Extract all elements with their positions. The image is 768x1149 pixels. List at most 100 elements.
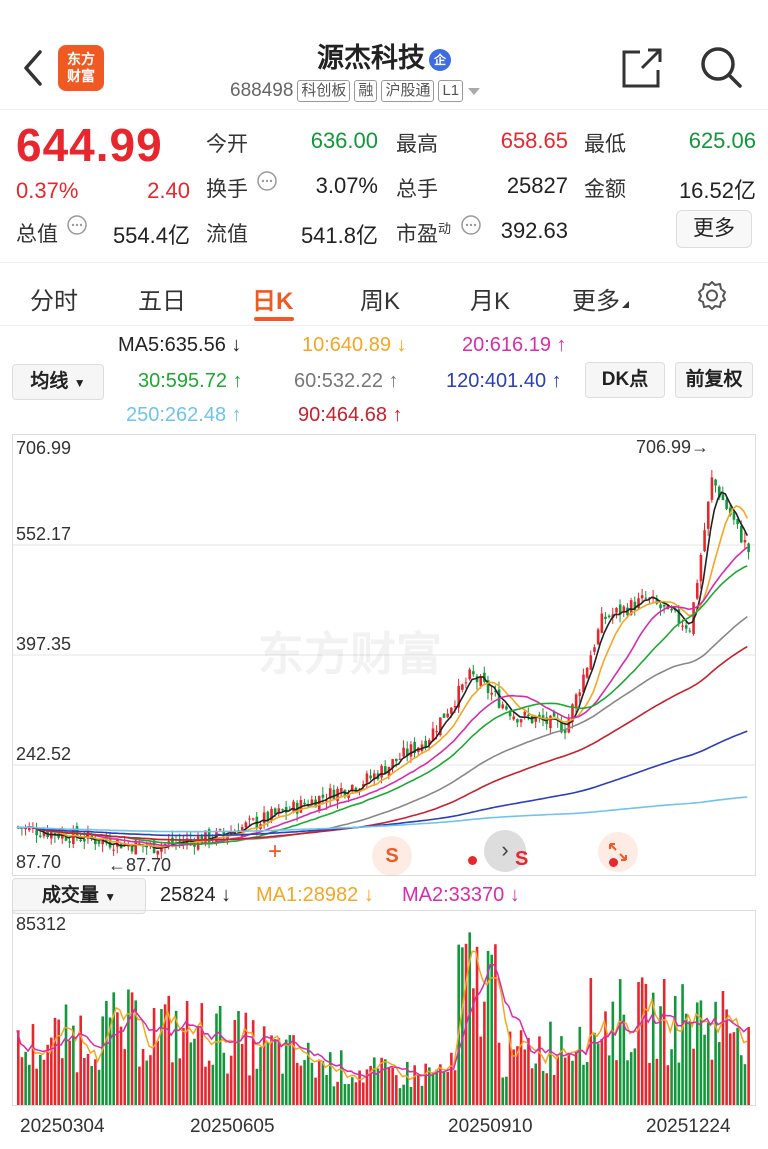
volume-bar (398, 1088, 402, 1105)
candle-body (684, 625, 688, 629)
candle-body (571, 704, 574, 723)
sell-signal-icon-2[interactable]: S (515, 848, 529, 870)
tab-five-day[interactable]: 五日 (138, 288, 186, 315)
volume-bar (160, 1009, 163, 1105)
volume-bar (505, 1076, 508, 1105)
ma-line (16, 565, 748, 846)
candle-body (464, 682, 468, 684)
dropdown-icon: ▼ (73, 376, 86, 390)
volume-bar (108, 1017, 112, 1105)
stock-subtitle[interactable]: 688498 科创板 融 沪股通 L1 (230, 80, 481, 102)
tab-weekly-k[interactable]: 周K (360, 288, 401, 315)
period-tabs: 分时 五日 日K 周K 月K 更多 (0, 262, 768, 326)
dk-point-button[interactable]: DK点 (585, 362, 665, 398)
volume-bar (406, 1061, 409, 1105)
volume-bar (728, 1033, 732, 1105)
share-icon[interactable] (620, 46, 664, 90)
volume-bar (472, 988, 475, 1105)
candle-body (435, 731, 438, 733)
tab-monthly-k[interactable]: 月K (470, 288, 511, 315)
search-icon[interactable] (698, 44, 744, 90)
candle-body (688, 630, 692, 632)
candle-body (321, 794, 325, 798)
candle-body (369, 775, 372, 779)
volume-bar (666, 1065, 670, 1105)
pe-label-text: 市盈 (396, 223, 438, 246)
volume-bar (178, 1058, 182, 1105)
plus-signal-icon[interactable]: + (268, 838, 283, 865)
high-label: 最高 (396, 133, 438, 156)
volume-bar (549, 1021, 552, 1105)
candle-body (736, 518, 739, 524)
watermark: 东方财富 (258, 628, 442, 680)
volume-value-text: 25824 (160, 884, 216, 906)
candle-body (171, 837, 174, 844)
volume-bar (655, 1058, 659, 1105)
info-icon[interactable] (460, 214, 482, 236)
candle-body (670, 608, 673, 611)
candle-body (196, 836, 200, 850)
dropdown-triangle-icon[interactable] (467, 86, 481, 96)
info-icon[interactable] (256, 170, 278, 192)
volume-bar (17, 1030, 20, 1105)
volume-bar (629, 1052, 633, 1105)
volume-bar (717, 1042, 721, 1105)
candle-body (527, 714, 530, 717)
volume-bar (75, 1072, 79, 1105)
volume-bar (244, 1012, 248, 1105)
volume-bar (292, 1035, 295, 1105)
fullscreen-icon[interactable] (598, 832, 638, 872)
volume-bar (380, 1057, 383, 1105)
tab-intraday[interactable]: 分时 (30, 288, 78, 315)
ma-selector[interactable]: 均线 ▼ (12, 364, 104, 400)
sell-signal-icon[interactable]: S (372, 836, 412, 876)
tab-daily-k[interactable]: 日K (252, 288, 294, 315)
forward-adjust-button[interactable]: 前复权 (675, 362, 753, 398)
volume-chart[interactable] (12, 910, 756, 1106)
volume-bar (182, 1028, 185, 1105)
volume-selector[interactable]: 成交量 ▼ (12, 878, 146, 914)
signal-dot (468, 856, 477, 865)
more-quote-button[interactable]: 更多 (676, 210, 752, 248)
candle-body (365, 773, 369, 783)
volume-ma1: MA1:28982 ↓ (256, 884, 374, 906)
candle-body (446, 713, 449, 718)
volume-bar (28, 1064, 31, 1105)
scroll-right-button[interactable]: › (484, 830, 526, 872)
volume-bar (494, 944, 497, 1105)
volume-bar (739, 1055, 743, 1105)
candle-body (743, 539, 747, 543)
volume-bar (310, 1062, 314, 1105)
candle-body (725, 499, 728, 509)
volume-bar (596, 1043, 600, 1105)
volume-bar (732, 1032, 736, 1105)
candle-body (273, 808, 277, 815)
info-icon[interactable] (66, 214, 88, 236)
volume-bar (237, 1011, 240, 1105)
volume-bar (563, 1057, 567, 1105)
volume-bar (79, 1015, 82, 1105)
volume-bar (527, 1037, 530, 1105)
volume-bar (72, 1025, 75, 1105)
volume-bar (328, 1052, 332, 1105)
candle-body (116, 840, 119, 847)
volume-bar (593, 1032, 596, 1105)
tab-more[interactable]: 更多 (572, 281, 630, 316)
back-arrow-icon[interactable] (22, 48, 44, 88)
volume-ma2-text: MA2:33370 (402, 884, 505, 906)
dropdown-icon: ▼ (104, 890, 117, 904)
volume-bar (281, 1073, 284, 1105)
kline-chart[interactable] (12, 434, 756, 876)
volume-bar (365, 1069, 369, 1105)
volume-bar (314, 1077, 317, 1105)
amount-value: 16.52亿 (678, 178, 756, 203)
volume-bar (534, 1063, 538, 1105)
kline-svg (13, 470, 755, 860)
settings-gear-icon[interactable] (696, 279, 728, 311)
volume-bar (42, 1059, 46, 1105)
volume-bar (736, 1027, 739, 1105)
volume-bar (57, 1019, 60, 1105)
volume-bar (692, 1048, 695, 1105)
candle-body (229, 832, 233, 836)
candle-body (325, 800, 328, 802)
